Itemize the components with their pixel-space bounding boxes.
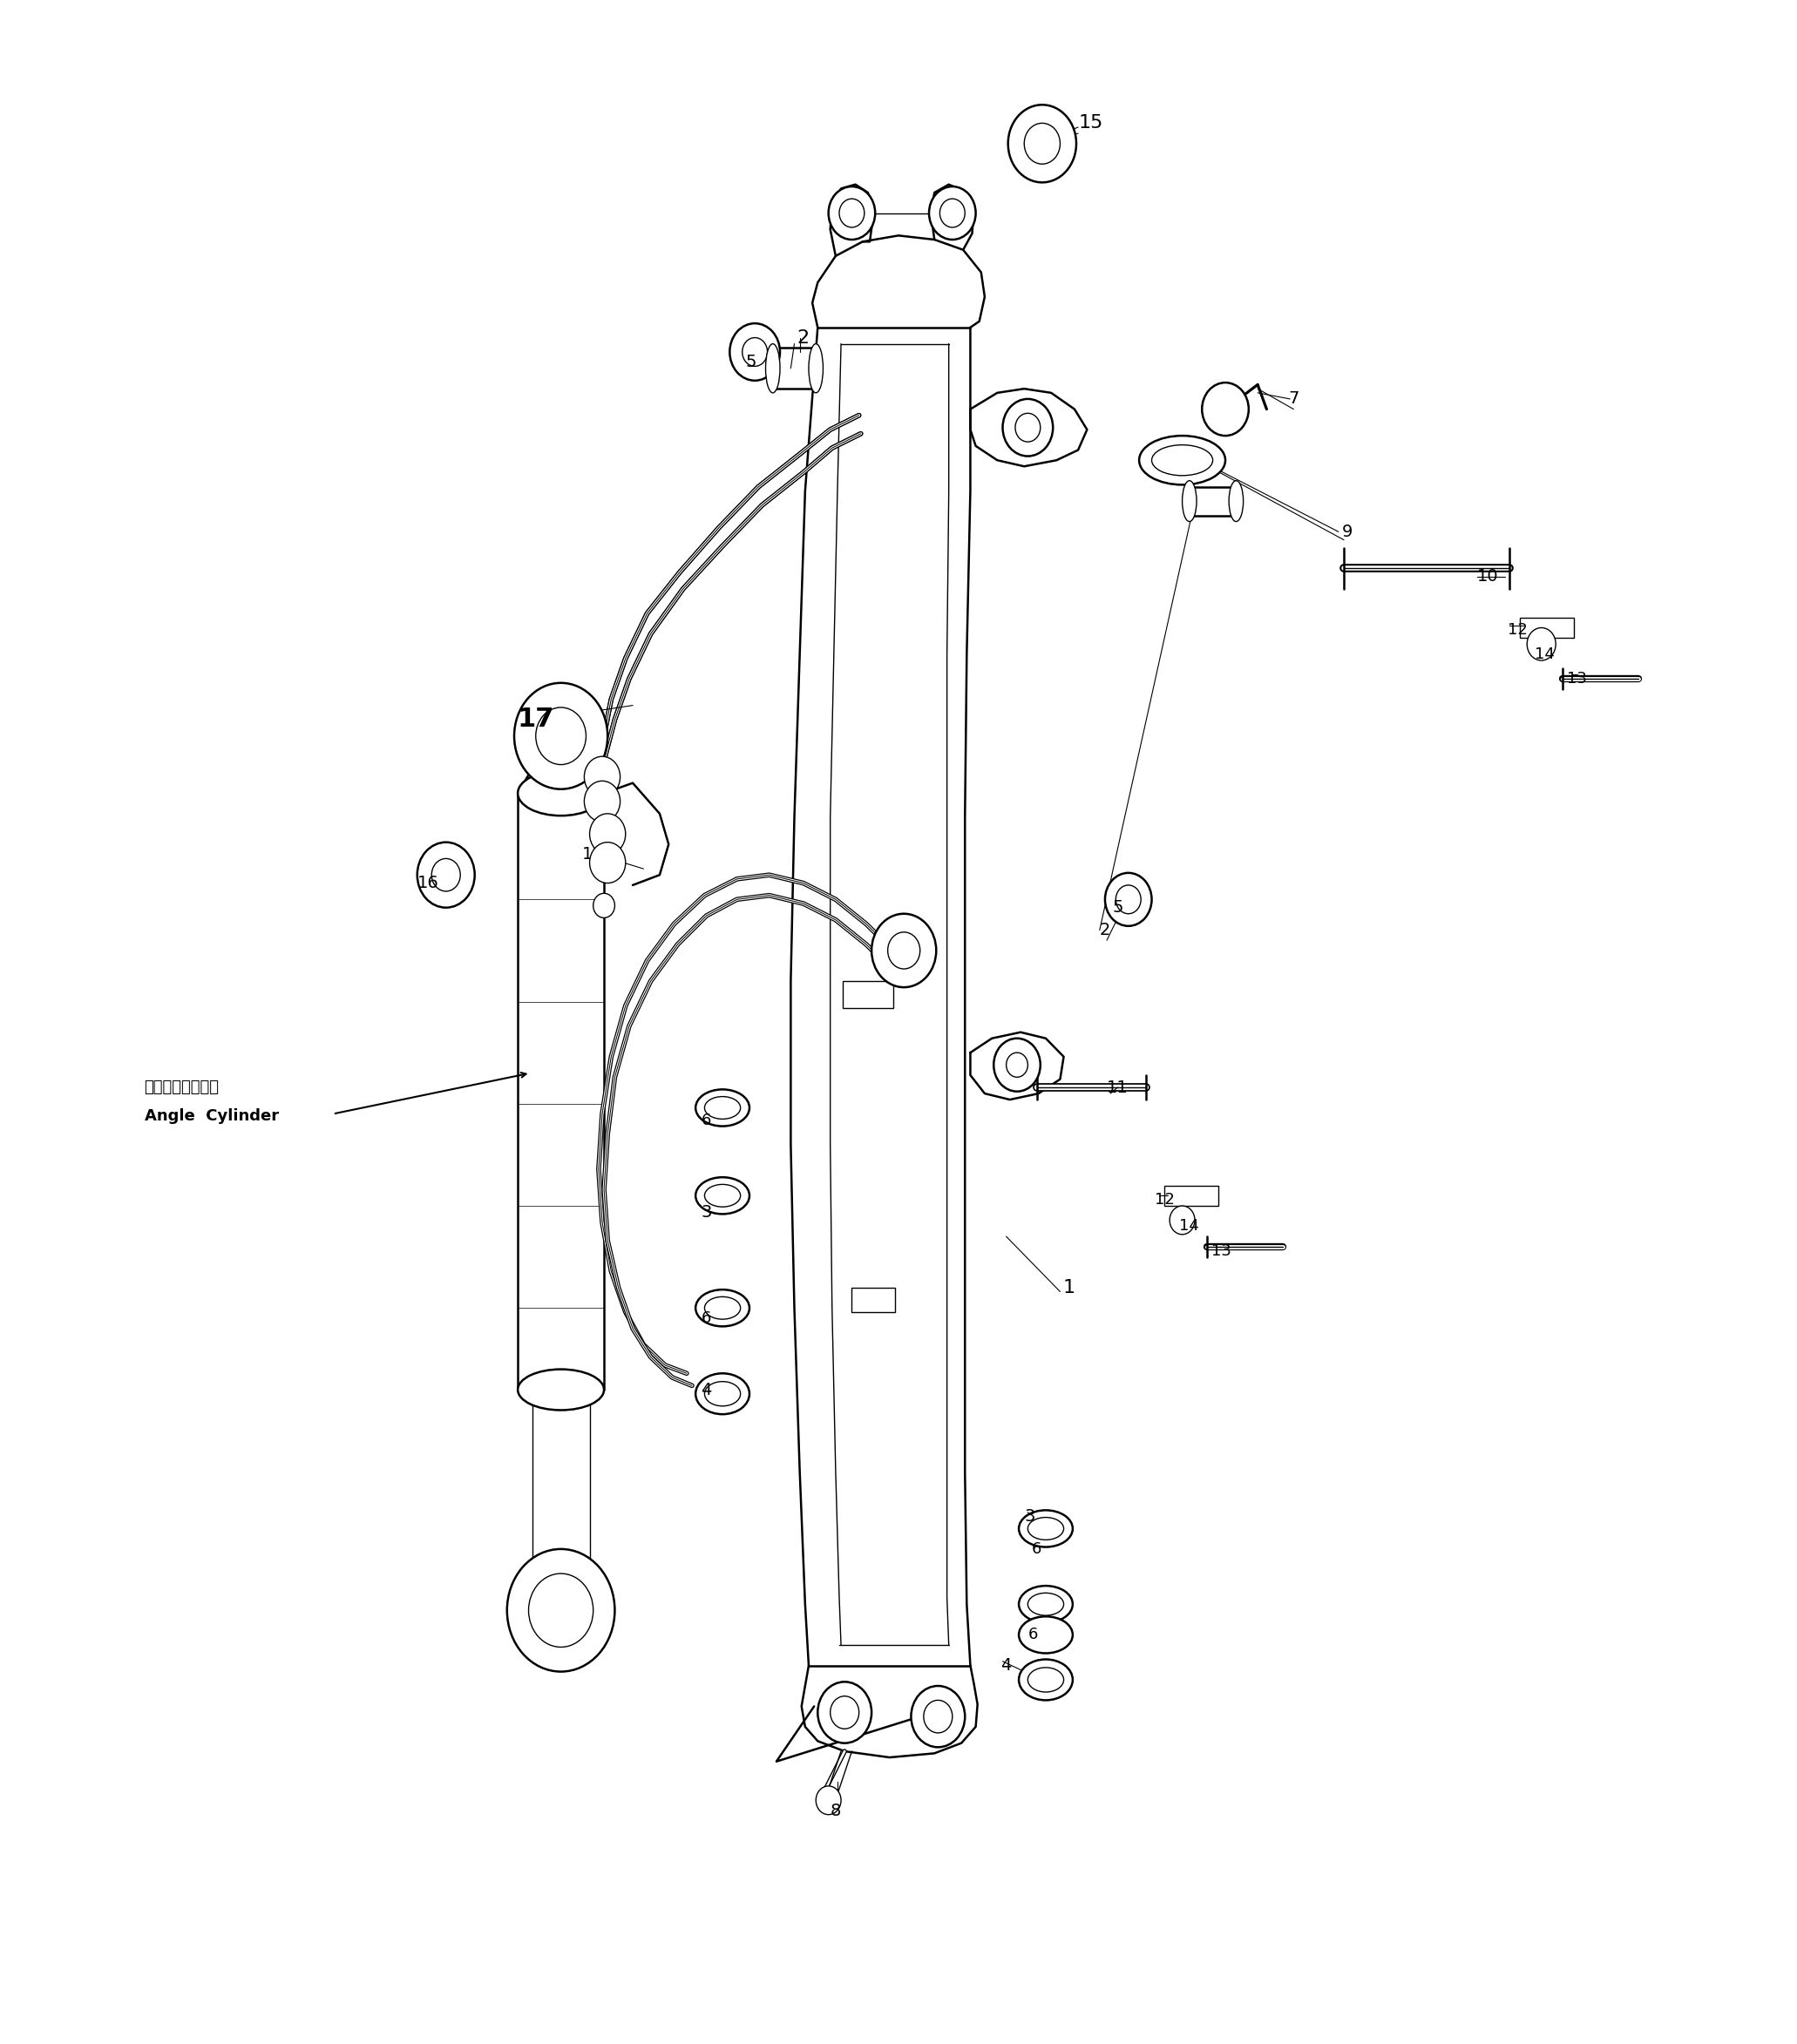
Polygon shape (852, 1288, 895, 1312)
Text: 3: 3 (1024, 1508, 1035, 1525)
Circle shape (536, 707, 586, 764)
Polygon shape (1164, 1186, 1218, 1206)
Circle shape (589, 842, 625, 883)
Circle shape (417, 842, 474, 908)
Circle shape (1170, 1206, 1195, 1235)
Circle shape (911, 1686, 965, 1748)
Text: 4: 4 (701, 1382, 712, 1398)
Ellipse shape (695, 1177, 749, 1214)
Circle shape (593, 852, 615, 877)
Circle shape (888, 932, 920, 969)
Circle shape (924, 1701, 952, 1733)
Circle shape (1003, 399, 1053, 456)
Text: 5: 5 (1112, 899, 1123, 916)
Ellipse shape (704, 1296, 740, 1318)
Text: 7: 7 (1288, 390, 1299, 407)
Text: 11: 11 (1107, 1079, 1129, 1096)
Text: 2: 2 (1100, 922, 1111, 938)
Ellipse shape (1019, 1511, 1073, 1547)
Ellipse shape (1019, 1617, 1073, 1654)
Circle shape (589, 814, 625, 854)
Circle shape (431, 858, 460, 891)
Text: 2: 2 (798, 329, 809, 345)
Text: アングルシリンダ: アングルシリンダ (144, 1079, 219, 1096)
Ellipse shape (1028, 1517, 1064, 1539)
Circle shape (507, 1549, 615, 1672)
Polygon shape (843, 981, 893, 1008)
Ellipse shape (704, 1183, 740, 1206)
Ellipse shape (1028, 1592, 1064, 1615)
Ellipse shape (1152, 446, 1213, 476)
Circle shape (994, 1038, 1040, 1091)
Text: 6: 6 (701, 1310, 712, 1327)
Text: 14: 14 (1535, 646, 1554, 662)
Ellipse shape (704, 1096, 740, 1118)
Text: 4: 4 (1001, 1658, 1012, 1674)
Text: 12: 12 (1508, 621, 1527, 638)
Text: 16: 16 (417, 875, 438, 891)
Circle shape (872, 914, 936, 987)
Text: 15: 15 (1078, 114, 1103, 133)
Text: 12: 12 (1154, 1192, 1173, 1208)
Ellipse shape (695, 1089, 749, 1126)
Text: 6: 6 (1028, 1627, 1039, 1643)
Circle shape (828, 186, 875, 239)
Ellipse shape (1019, 1660, 1073, 1701)
Text: 8: 8 (830, 1803, 841, 1819)
Text: 13: 13 (1211, 1243, 1231, 1259)
Ellipse shape (1229, 480, 1244, 521)
Ellipse shape (518, 771, 604, 816)
Ellipse shape (518, 1369, 604, 1410)
Circle shape (584, 781, 620, 822)
Polygon shape (1520, 617, 1574, 638)
Circle shape (1527, 628, 1556, 660)
Circle shape (730, 323, 780, 380)
Ellipse shape (1139, 435, 1226, 484)
Ellipse shape (704, 1382, 740, 1406)
Text: 3: 3 (701, 1204, 712, 1220)
Text: 17: 17 (518, 707, 553, 732)
Circle shape (1024, 123, 1060, 164)
Circle shape (1008, 104, 1076, 182)
Circle shape (929, 186, 976, 239)
Ellipse shape (809, 343, 823, 392)
Text: 1: 1 (1064, 1280, 1075, 1296)
Circle shape (1116, 885, 1141, 914)
Circle shape (816, 1786, 841, 1815)
Circle shape (1105, 873, 1152, 926)
Circle shape (593, 893, 615, 918)
Text: 10: 10 (1477, 568, 1499, 585)
Circle shape (830, 1697, 859, 1729)
Text: 13: 13 (1567, 670, 1587, 687)
Circle shape (940, 198, 965, 227)
Text: 17: 17 (582, 846, 604, 863)
Text: 5: 5 (746, 354, 757, 370)
Circle shape (742, 337, 767, 366)
Circle shape (584, 756, 620, 797)
Ellipse shape (695, 1374, 749, 1414)
Ellipse shape (1028, 1668, 1064, 1692)
Ellipse shape (1182, 480, 1197, 521)
Circle shape (514, 683, 607, 789)
Circle shape (1202, 382, 1249, 435)
Circle shape (1006, 1053, 1028, 1077)
Text: 6: 6 (1031, 1541, 1042, 1558)
Ellipse shape (766, 343, 780, 392)
Ellipse shape (1019, 1586, 1073, 1623)
Text: 9: 9 (1342, 523, 1353, 540)
Text: 6: 6 (701, 1112, 712, 1128)
Circle shape (818, 1682, 872, 1744)
Text: Angle  Cylinder: Angle Cylinder (144, 1108, 279, 1124)
Circle shape (1015, 413, 1040, 442)
Text: 14: 14 (1179, 1218, 1199, 1235)
Ellipse shape (695, 1290, 749, 1327)
Circle shape (839, 198, 864, 227)
Circle shape (528, 1574, 593, 1647)
